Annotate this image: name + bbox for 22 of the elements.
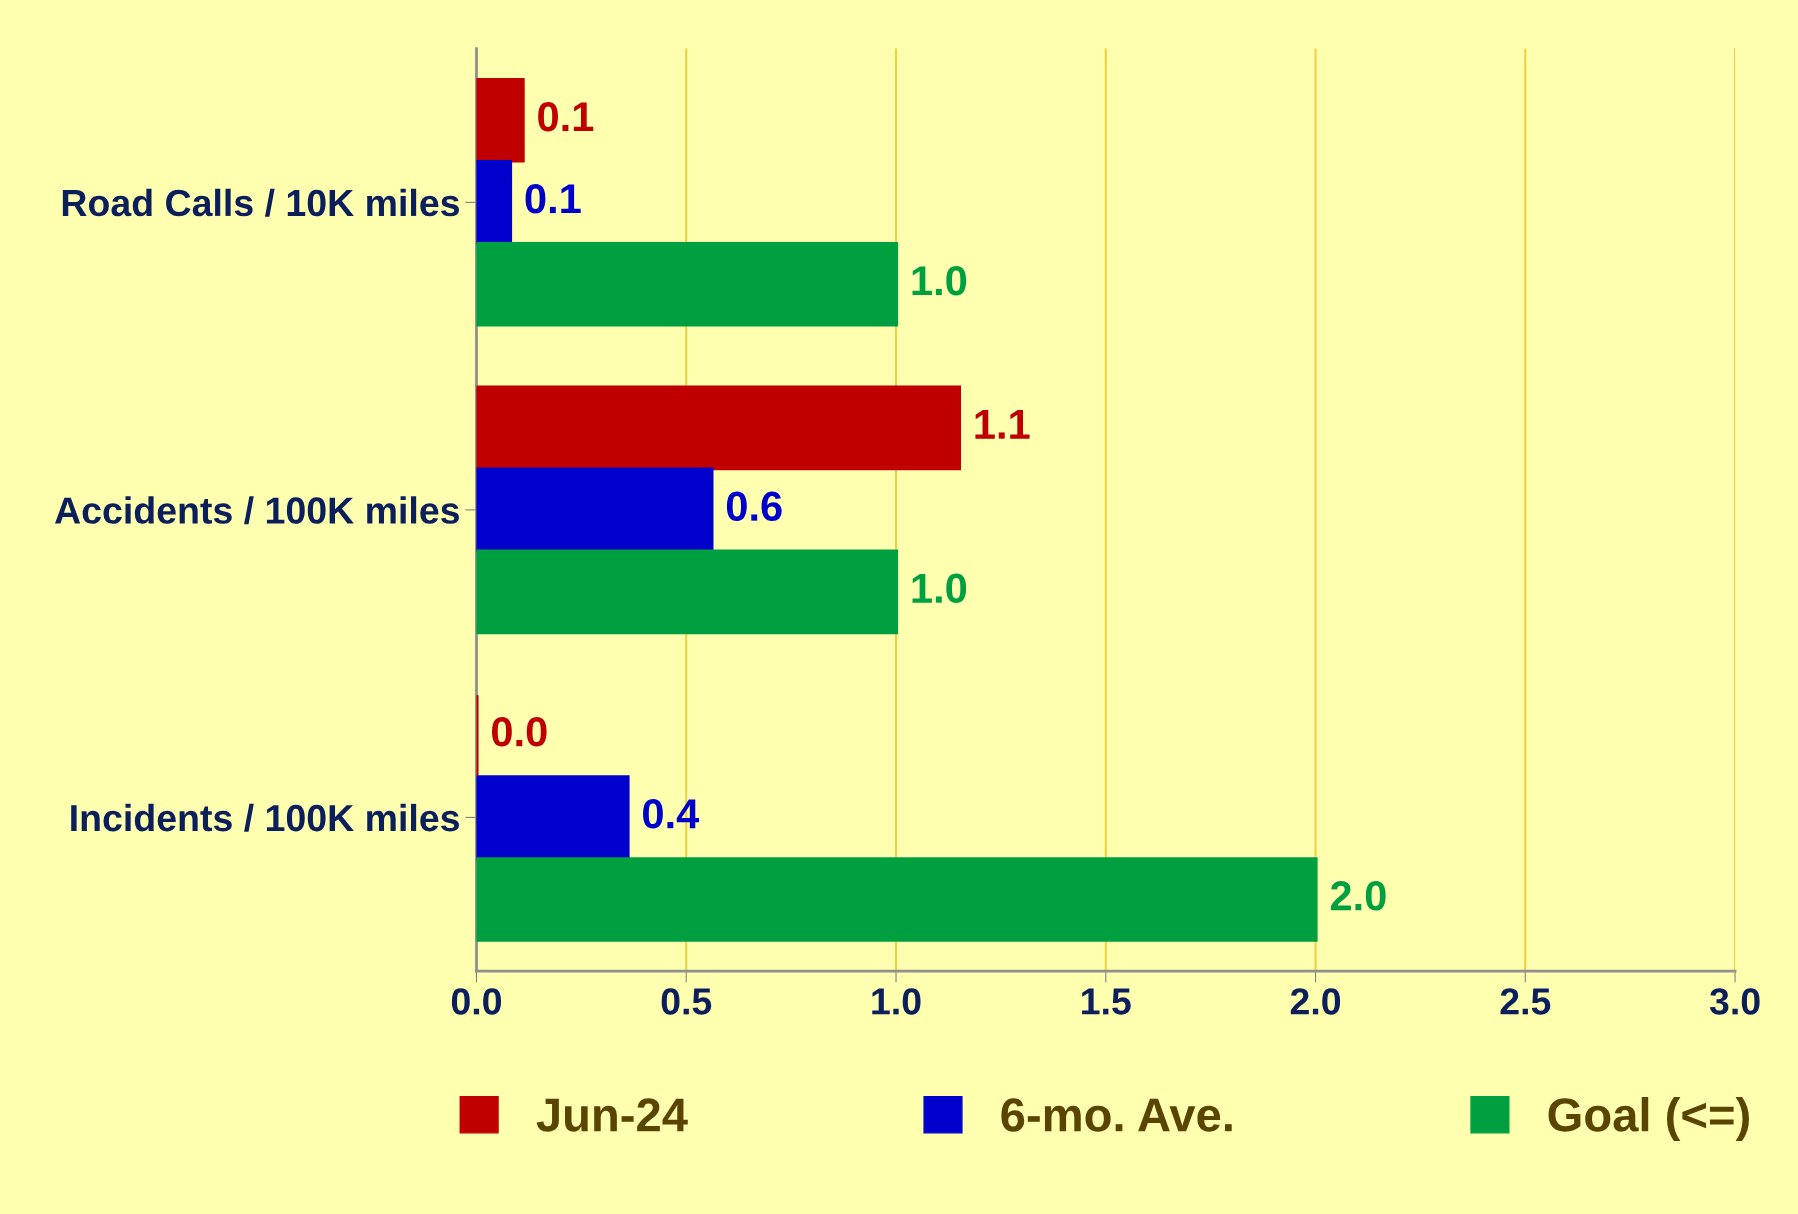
x-tick-label: 0.5 — [661, 988, 712, 1015]
data-label: 0.6 — [726, 491, 782, 522]
legend-label: Jun-24 — [536, 1098, 688, 1132]
y-tick-label: Accidents / 100K miles — [55, 496, 459, 525]
data-label: 0.4 — [643, 799, 700, 829]
x-tick-label: 1.5 — [1082, 988, 1131, 1015]
x-tick-label: 2.5 — [1500, 988, 1551, 1015]
data-label: 2.0 — [1330, 881, 1386, 911]
data-label: 0.1 — [525, 184, 581, 214]
data-label: 1.1 — [975, 409, 1030, 439]
y-tick-label: Road Calls / 10K miles — [62, 188, 459, 217]
data-label: 0.1 — [538, 102, 594, 132]
x-tick-label: 3.0 — [1709, 988, 1760, 1015]
y-tick-label: Incidents / 100K miles — [71, 803, 459, 832]
x-tick-label: 2.0 — [1290, 988, 1341, 1015]
legend-label: Goal (<=) — [1548, 1096, 1749, 1142]
data-label: 1.0 — [912, 573, 967, 604]
x-tick-label: 0.0 — [451, 988, 501, 1015]
legend-label: 6-mo. Ave. — [1001, 1098, 1232, 1132]
data-label: 1.0 — [912, 266, 967, 296]
x-tick-label: 1.0 — [872, 988, 921, 1015]
data-label: 0.0 — [492, 717, 547, 747]
